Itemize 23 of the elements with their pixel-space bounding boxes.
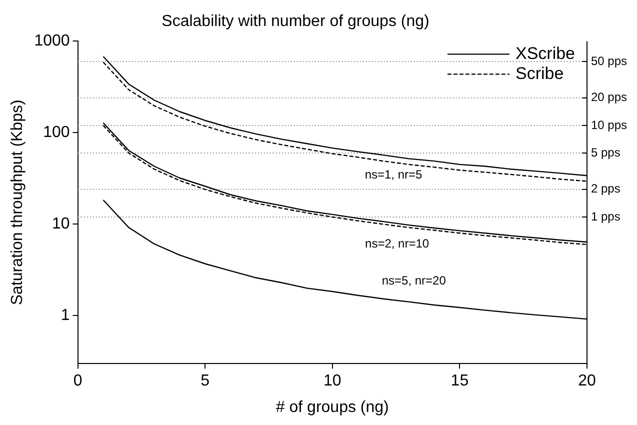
x-tick-label: 5 [200, 372, 210, 390]
y-tick-label: 10 [52, 216, 70, 233]
x-axis-title: # of groups (ng) [276, 398, 389, 416]
x-tick-label: 10 [324, 372, 342, 390]
annotation: ns=2, nr=10 [365, 236, 430, 251]
ref-line-label: 5 pps [591, 145, 620, 160]
annotation: ns=5, nr=20 [382, 274, 446, 288]
x-tick-label: 0 [73, 372, 82, 390]
y-tick-label: 1 [60, 307, 70, 324]
ref-line-label: 10 pps [591, 118, 628, 132]
ref-line-label: 2 pps [591, 182, 620, 196]
y-tick-label: 100 [43, 124, 70, 142]
annotation: ns=1, nr=5 [364, 167, 423, 182]
x-tick-label: 20 [578, 372, 596, 390]
chart-title: Scalability with number of groups (ng) [162, 13, 430, 30]
ref-line-label: 20 pps [591, 90, 628, 104]
x-tick-label: 15 [450, 372, 469, 390]
y-tick-label: 1000 [34, 32, 70, 50]
ref-line-label: 50 pps [591, 54, 628, 68]
legend-label: XScribe [515, 44, 576, 63]
legend-label: Scribe [515, 64, 564, 83]
ref-line-label: 1 pps [591, 209, 620, 224]
y-axis-title: Saturation throughput (Kbps) [9, 100, 26, 306]
